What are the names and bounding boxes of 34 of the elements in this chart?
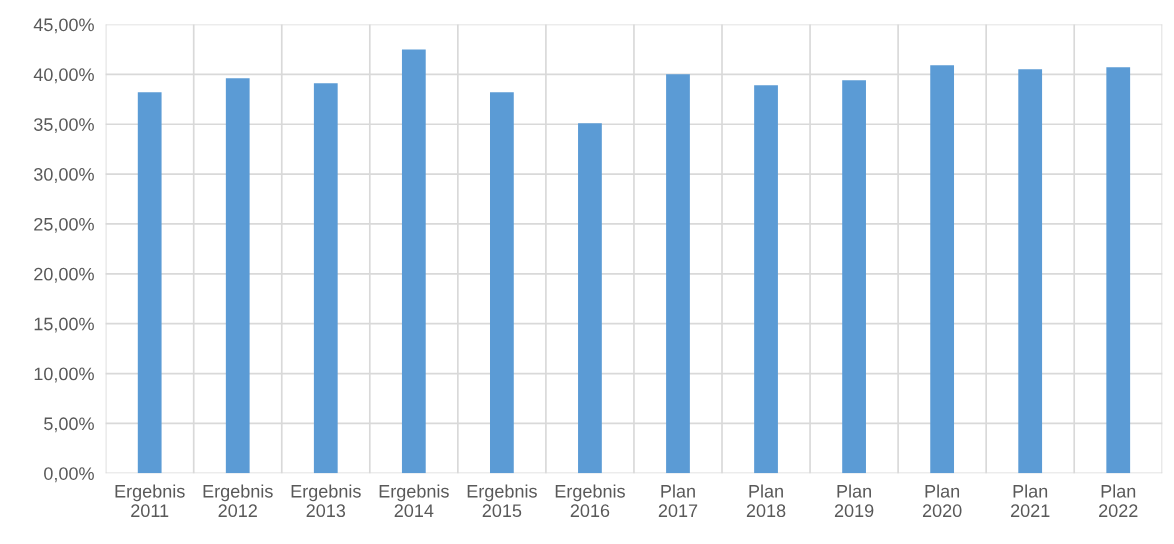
bar [313, 83, 338, 474]
bar [401, 49, 426, 474]
x-tick-label: Ergebnis 2015 [467, 484, 537, 518]
bar [842, 80, 866, 474]
x-tick-label: Plan 2021 [1011, 484, 1050, 518]
bar [490, 92, 514, 474]
x-tick-label: Plan 2017 [658, 484, 698, 518]
bar [754, 85, 778, 474]
x-tick-label: Plan 2019 [834, 484, 874, 518]
x-tick-label: Plan 2020 [922, 484, 962, 518]
y-tick-label: 10,00% [34, 367, 94, 383]
y-tick-label: 15,00% [34, 317, 94, 333]
y-tick-label: 30,00% [34, 168, 94, 183]
x-tick-label: Plan 2022 [1099, 484, 1138, 518]
y-tick-label: 0,00% [44, 467, 94, 483]
y-tick-label: 20,00% [34, 267, 94, 283]
bar [225, 78, 250, 474]
y-tick-label: 5,00% [44, 417, 94, 433]
bar [137, 92, 162, 474]
x-tick-label: Ergebnis 2012 [203, 484, 273, 518]
x-tick-label: Ergebnis 2013 [291, 484, 361, 518]
x-tick-label: Ergebnis 2011 [115, 484, 185, 518]
bar [666, 74, 690, 474]
x-tick-label: Plan 2018 [746, 484, 786, 518]
y-tick-label: 25,00% [34, 217, 94, 233]
bar [578, 123, 602, 474]
x-tick-label: Ergebnis 2014 [379, 484, 449, 518]
bar [1106, 67, 1131, 474]
y-tick-label: 35,00% [34, 118, 94, 134]
y-tick-label: 45,00% [33, 18, 94, 34]
bar [930, 65, 955, 474]
x-tick-label: Ergebnis 2016 [555, 484, 625, 518]
y-tick-label: 40,00% [33, 68, 94, 84]
bar [1018, 69, 1043, 474]
